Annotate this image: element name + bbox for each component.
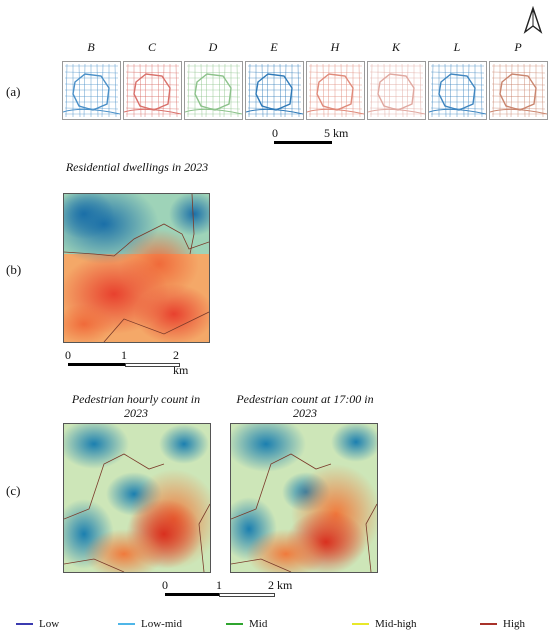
legend-swatch [226,623,243,625]
column-label-c: C [147,40,156,54]
column-label-d: D [208,40,218,54]
mini-map-e [245,61,304,120]
legend-label: High [503,618,525,630]
scale-c-start: 0 [162,578,168,592]
scale-c-mid: 1 [216,578,222,592]
legend-item-low: Low [16,618,59,630]
column-label-h: H [330,40,340,54]
legend-swatch [352,623,369,625]
scale-bar-c: 0 1 2 km [160,578,300,600]
legend-label: Low [39,618,60,630]
column-label-b: B [87,40,95,54]
panel-c-left-title: Pedestrian hourly count in 2023 [71,392,201,420]
column-label-p: P [514,40,522,54]
column-label-k: K [391,40,400,54]
legend-item-mid: Mid [226,618,267,630]
mini-map-l [428,61,487,120]
mini-map-k [367,61,426,120]
residential-dwellings-heatmap [63,193,210,343]
north-arrow-icon [522,5,544,36]
legend-swatch [480,623,497,625]
scale-c-end: 2 km [268,578,293,592]
legend-label: Mid-high [375,618,417,630]
legend-label: Low-mid [141,618,182,630]
legend-swatch [16,623,33,625]
panel-c-label: (c) [6,483,21,498]
scale-a-start: 0 [272,126,278,140]
panel-b-label: (b) [6,262,22,277]
mini-map-p [489,61,548,120]
column-label-l: L [453,40,461,54]
pedestrian-hourly-heatmap [63,423,211,573]
legend-label: Mid [249,618,268,630]
panel-c-right-title: Pedestrian count at 17:00 in 2023 [236,392,374,420]
scale-b-start: 0 [65,348,71,362]
mini-map-h [306,61,365,120]
mini-map-b [62,61,121,120]
legend-swatch [118,623,135,625]
legend-item-high: High [480,618,525,630]
scale-b-mid: 1 [121,348,127,362]
mini-map-d [184,61,243,120]
legend-item-low-mid: Low-mid [118,618,182,630]
scale-bar-a: 0 5 km [270,126,370,148]
panel-a-label: (a) [6,84,21,99]
panel-b-title: Residential dwellings in 2023 [65,160,209,174]
scale-a-end: 5 km [324,126,349,140]
pedestrian-1700-heatmap [230,423,378,573]
legend-item-mid-high: Mid-high [352,618,417,630]
column-label-e: E [270,40,278,54]
scale-bar-b: 0 1 2 km [63,348,193,377]
mini-map-c [123,61,182,120]
